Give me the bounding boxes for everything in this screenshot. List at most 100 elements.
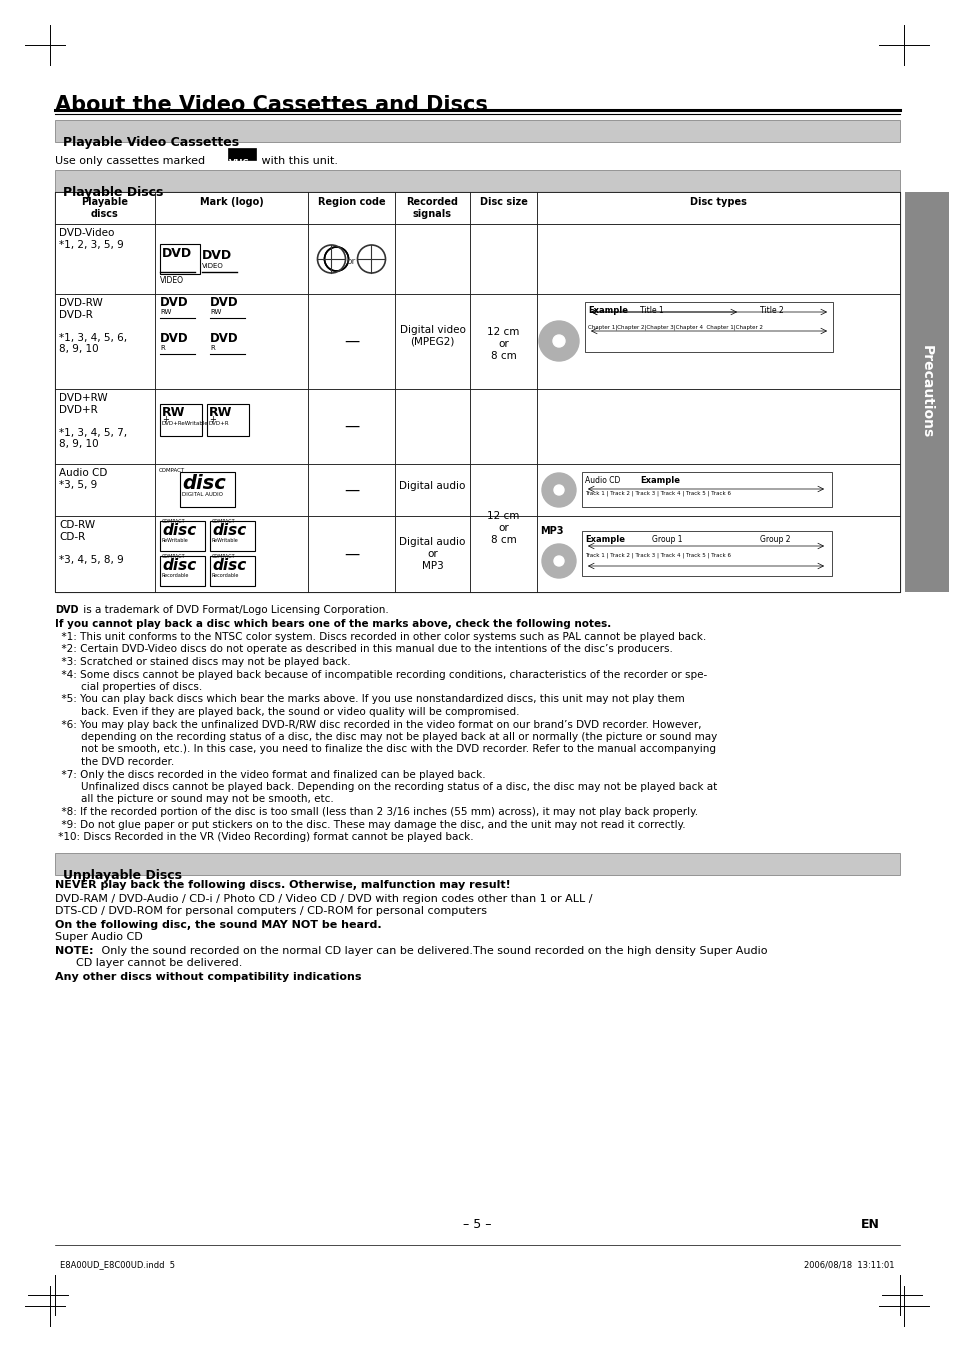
Text: —: — xyxy=(343,419,358,434)
Text: NEVER play back the following discs. Otherwise, malfunction may result!: NEVER play back the following discs. Oth… xyxy=(55,881,510,890)
Text: *8: If the recorded portion of the disc is too small (less than 2 3/16 inches (5: *8: If the recorded portion of the disc … xyxy=(55,807,698,817)
Text: —: — xyxy=(343,482,358,497)
Text: 12 cm
or
8 cm: 12 cm or 8 cm xyxy=(487,512,519,544)
Text: RW: RW xyxy=(162,407,185,419)
Text: Recordable: Recordable xyxy=(162,573,190,578)
Bar xyxy=(160,521,205,551)
Text: *4: Some discs cannot be played back because of incompatible recording condition: *4: Some discs cannot be played back bec… xyxy=(55,670,706,680)
Text: ReWritable: ReWritable xyxy=(162,538,189,543)
Bar xyxy=(581,471,831,507)
Text: DVD: DVD xyxy=(210,332,238,345)
Circle shape xyxy=(541,544,576,578)
Text: —: — xyxy=(343,547,358,562)
Bar xyxy=(180,471,234,507)
Bar xyxy=(537,224,899,295)
Bar xyxy=(395,192,470,224)
Text: COMPACT: COMPACT xyxy=(159,467,185,473)
Bar xyxy=(584,303,832,353)
Circle shape xyxy=(541,473,576,507)
Text: *5: You can play back discs which bear the marks above. If you use nonstandardiz: *5: You can play back discs which bear t… xyxy=(55,694,684,704)
Text: R: R xyxy=(210,345,214,351)
Bar xyxy=(228,149,255,159)
Bar xyxy=(55,192,154,224)
Text: disc: disc xyxy=(182,474,226,493)
Circle shape xyxy=(554,557,563,566)
Bar xyxy=(308,516,395,592)
Text: NOTE:: NOTE: xyxy=(55,946,93,955)
Text: DVD: DVD xyxy=(162,247,192,259)
Bar xyxy=(154,192,308,224)
Text: Unfinalized discs cannot be played back. Depending on the recording status of a : Unfinalized discs cannot be played back.… xyxy=(55,782,717,792)
Text: Title 2: Title 2 xyxy=(760,305,783,315)
Text: 12 cm
or
8 cm: 12 cm or 8 cm xyxy=(487,327,519,361)
Bar xyxy=(537,463,899,516)
Text: COMPACT: COMPACT xyxy=(212,554,235,559)
Text: disc: disc xyxy=(212,523,246,538)
Text: Group 2: Group 2 xyxy=(760,535,790,544)
Text: +: + xyxy=(209,415,215,424)
Text: Audio CD: Audio CD xyxy=(584,476,619,485)
Text: Track 1 | Track 2 | Track 3 | Track 4 | Track 5 | Track 6: Track 1 | Track 2 | Track 3 | Track 4 | … xyxy=(584,490,730,496)
Bar xyxy=(154,224,308,295)
Text: Group 1: Group 1 xyxy=(651,535,681,544)
Text: DVD: DVD xyxy=(160,332,189,345)
Text: DIGITAL AUDIO: DIGITAL AUDIO xyxy=(182,492,223,497)
Text: Playable Video Cassettes: Playable Video Cassettes xyxy=(63,136,239,149)
Bar xyxy=(154,389,308,463)
Bar xyxy=(210,521,254,551)
Text: Title 1: Title 1 xyxy=(639,305,663,315)
Text: COMPACT: COMPACT xyxy=(212,519,235,524)
Bar xyxy=(537,295,899,389)
Bar xyxy=(395,463,470,516)
Text: VIDEO: VIDEO xyxy=(202,263,224,269)
Text: COMPACT: COMPACT xyxy=(162,519,186,524)
Text: is a trademark of DVD Format/Logo Licensing Corporation.: is a trademark of DVD Format/Logo Licens… xyxy=(80,605,388,615)
Bar xyxy=(55,192,899,592)
Text: Digital audio: Digital audio xyxy=(399,481,465,490)
Circle shape xyxy=(538,322,578,361)
Bar xyxy=(154,516,308,592)
Text: DVD: DVD xyxy=(210,296,238,309)
Text: all the picture or sound may not be smooth, etc.: all the picture or sound may not be smoo… xyxy=(55,794,334,804)
Bar xyxy=(470,192,537,224)
Text: E8A00UD_E8C00UD.indd  5: E8A00UD_E8C00UD.indd 5 xyxy=(60,1260,174,1269)
Text: DVD+R: DVD+R xyxy=(209,422,230,426)
Bar xyxy=(308,389,395,463)
Text: Digital audio
or
MP3: Digital audio or MP3 xyxy=(399,538,465,570)
Text: Example: Example xyxy=(587,305,627,315)
Text: DVD+RW
DVD+R

*1, 3, 4, 5, 7,
8, 9, 10: DVD+RW DVD+R *1, 3, 4, 5, 7, 8, 9, 10 xyxy=(59,393,127,450)
Text: CD-RW
CD-R

*3, 4, 5, 8, 9: CD-RW CD-R *3, 4, 5, 8, 9 xyxy=(59,520,124,565)
Circle shape xyxy=(554,485,563,494)
Text: *3: Scratched or stained discs may not be played back.: *3: Scratched or stained discs may not b… xyxy=(55,657,351,667)
Text: COMPACT: COMPACT xyxy=(162,554,186,559)
Text: – 5 –: – 5 – xyxy=(462,1219,491,1231)
Text: Precautions: Precautions xyxy=(919,346,933,439)
Bar xyxy=(395,295,470,389)
Text: Use only cassettes marked: Use only cassettes marked xyxy=(55,155,209,166)
Bar xyxy=(470,224,537,295)
Text: EN: EN xyxy=(860,1219,879,1231)
Text: 2006/08/18  13:11:01: 2006/08/18 13:11:01 xyxy=(803,1260,894,1269)
Text: VIDEO: VIDEO xyxy=(160,276,184,285)
Text: the DVD recorder.: the DVD recorder. xyxy=(55,757,174,767)
Text: *6: You may play back the unfinalized DVD-R/RW disc recorded in the video format: *6: You may play back the unfinalized DV… xyxy=(55,720,700,730)
Bar xyxy=(581,531,831,576)
Text: On the following disc, the sound MAY NOT be heard.: On the following disc, the sound MAY NOT… xyxy=(55,920,381,929)
Text: DVD-Video
*1, 2, 3, 5, 9: DVD-Video *1, 2, 3, 5, 9 xyxy=(59,228,124,250)
Bar xyxy=(470,463,537,516)
Text: +: + xyxy=(162,415,169,424)
Bar xyxy=(308,224,395,295)
Bar xyxy=(537,516,899,592)
Bar xyxy=(55,120,899,142)
Text: Audio CD
*3, 5, 9: Audio CD *3, 5, 9 xyxy=(59,467,108,489)
Bar xyxy=(55,852,899,874)
Text: *10: Discs Recorded in the VR (Video Recording) format cannot be played back.: *10: Discs Recorded in the VR (Video Rec… xyxy=(55,832,473,842)
Text: RW: RW xyxy=(160,309,172,315)
Text: with this unit.: with this unit. xyxy=(257,155,337,166)
Text: *1: This unit conforms to the NTSC color system. Discs recorded in other color s: *1: This unit conforms to the NTSC color… xyxy=(55,632,705,642)
Text: Example: Example xyxy=(584,535,624,544)
Text: Super Audio CD: Super Audio CD xyxy=(55,932,143,943)
Text: *7: Only the discs recorded in the video format and finalized can be played back: *7: Only the discs recorded in the video… xyxy=(55,770,485,780)
Text: Region code: Region code xyxy=(317,197,385,207)
Text: DVD: DVD xyxy=(202,249,232,262)
